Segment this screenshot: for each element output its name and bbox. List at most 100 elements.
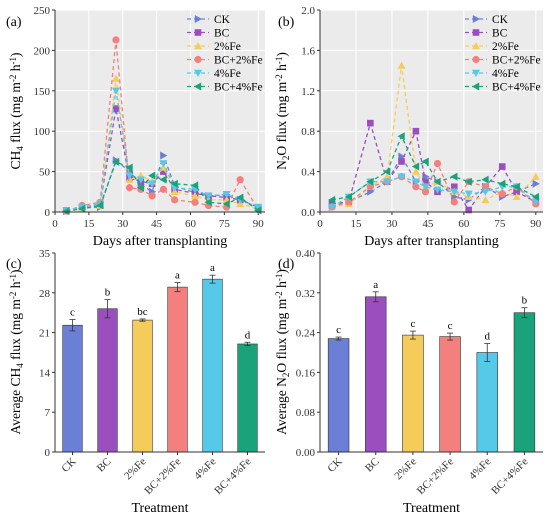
- significance-letter: d: [245, 329, 251, 341]
- x-tick-label: 4%Fe: [467, 456, 494, 483]
- data-point: [383, 167, 391, 176]
- data-point: [222, 199, 230, 208]
- data-point: [383, 178, 392, 186]
- x-tick-label: CK: [325, 456, 344, 475]
- data-point: [422, 178, 429, 185]
- legend-label: BC+2%Fe: [492, 55, 541, 67]
- y-tick-label: 0.8: [301, 126, 315, 138]
- panel-c: 0 7 14 21 28 35 c CK b BC bc 2%Fe a BC+2%Fe a 4%Fe d BC+4…: [6, 248, 265, 516]
- legend-marker: [194, 42, 202, 50]
- legend-label: BC+4%Fe: [214, 82, 263, 94]
- significance-letter: a: [175, 270, 180, 282]
- legend-marker: [472, 42, 480, 50]
- data-point: [191, 191, 199, 200]
- legend-marker: [194, 15, 202, 23]
- data-point: [531, 192, 540, 201]
- legend-marker: [472, 15, 480, 23]
- y-tick-label: 28: [39, 288, 51, 300]
- x-tick-label: BC+2%Fe: [415, 456, 456, 497]
- y-axis-label: Average N2O flux (mg m-2 h-1): [274, 269, 291, 435]
- data-point: [450, 188, 459, 196]
- data-point: [498, 163, 506, 170]
- significance-letter: b: [105, 287, 111, 299]
- data-point: [465, 206, 472, 214]
- y-tick-label: 0.40: [296, 248, 316, 260]
- x-tick-label: BC+4%Fe: [212, 456, 253, 497]
- data-point: [171, 196, 179, 204]
- x-tick-label: 75: [494, 218, 506, 230]
- bar: [202, 278, 223, 453]
- data-point: [481, 188, 490, 196]
- data-point: [111, 74, 120, 82]
- data-point: [531, 198, 540, 206]
- data-point: [160, 151, 168, 160]
- x-tick-label: 45: [151, 218, 163, 230]
- data-point: [450, 183, 458, 191]
- data-point: [125, 163, 133, 172]
- data-point: [159, 185, 167, 193]
- legend: CK BC2%Fe BC+2%Fe4%Fe BC+4%Fe: [465, 14, 541, 94]
- bar: [439, 336, 461, 453]
- x-tick-label: 15: [350, 218, 362, 230]
- y-tick-label: 0: [45, 207, 51, 219]
- data-point: [170, 179, 178, 188]
- data-point: [111, 157, 120, 166]
- x-tick-label: 30: [386, 218, 398, 230]
- x-tick-label: 90: [253, 218, 265, 230]
- y-tick-label: 35: [39, 248, 51, 260]
- y-tick-label: 1.2: [301, 86, 315, 98]
- y-axis-label: Average CH4 flux (mg m-2 h-1): [8, 269, 25, 434]
- data-point: [411, 162, 420, 171]
- data-point: [366, 183, 374, 191]
- panel-label: (d): [278, 257, 295, 272]
- data-point: [464, 177, 472, 186]
- data-point: [397, 173, 406, 181]
- bar: [132, 319, 153, 453]
- data-point: [112, 105, 120, 112]
- bar: [167, 286, 188, 453]
- y-tick-label: 0.00: [296, 447, 316, 459]
- data-point: [481, 195, 490, 204]
- legend-marker: [194, 82, 202, 91]
- panel-label: (a): [6, 15, 22, 30]
- data-point: [204, 198, 212, 207]
- legend-label: BC: [492, 28, 508, 40]
- data-point: [398, 158, 405, 165]
- y-tick-label: 0.0: [301, 207, 315, 219]
- data-point: [464, 190, 473, 198]
- panel-label: (b): [278, 15, 295, 30]
- data-point: [136, 183, 145, 192]
- x-tick-label: 0: [52, 218, 58, 230]
- panel-a: 0 50 100 150 200 250 0 15 30 45 60 75 90 CK BC2%Fe BC+2…: [6, 5, 265, 249]
- legend: CK BC2%Fe BC+2%Fe4%Fe BC+4%Fe: [187, 14, 263, 94]
- y-axis-label: CH4 flux (mg m-2 h-1): [8, 52, 25, 169]
- x-tick-label: BC: [363, 456, 382, 475]
- data-point: [78, 204, 86, 213]
- bar: [402, 334, 424, 453]
- significance-letter: c: [448, 320, 453, 332]
- y-tick-label: 1.6: [301, 45, 315, 57]
- data-point: [191, 198, 199, 206]
- data-point: [481, 183, 490, 191]
- y-axis-label: N2O flux (mg m-2 h-1): [274, 52, 291, 170]
- x-tick-label: 90: [530, 218, 542, 230]
- y-tick-label: 0.24: [296, 328, 316, 340]
- data-point: [411, 178, 420, 186]
- data-point: [421, 183, 430, 191]
- y-tick-label: 7: [45, 407, 51, 419]
- data-point: [111, 87, 120, 95]
- x-tick-label: 2%Fe: [392, 456, 419, 483]
- data-point: [344, 192, 352, 201]
- legend-marker: [472, 69, 480, 77]
- data-point: [433, 159, 442, 168]
- data-point: [222, 191, 231, 199]
- x-tick-label: 0: [317, 218, 323, 230]
- data-point: [412, 127, 420, 135]
- y-tick-label: 200: [34, 45, 51, 57]
- bar: [476, 352, 498, 453]
- legend-marker: [472, 29, 480, 36]
- legend-marker: [194, 69, 202, 77]
- y-tick-label: 50: [39, 167, 51, 179]
- legend-label: CK: [492, 14, 509, 26]
- legend-label: 2%Fe: [492, 41, 519, 53]
